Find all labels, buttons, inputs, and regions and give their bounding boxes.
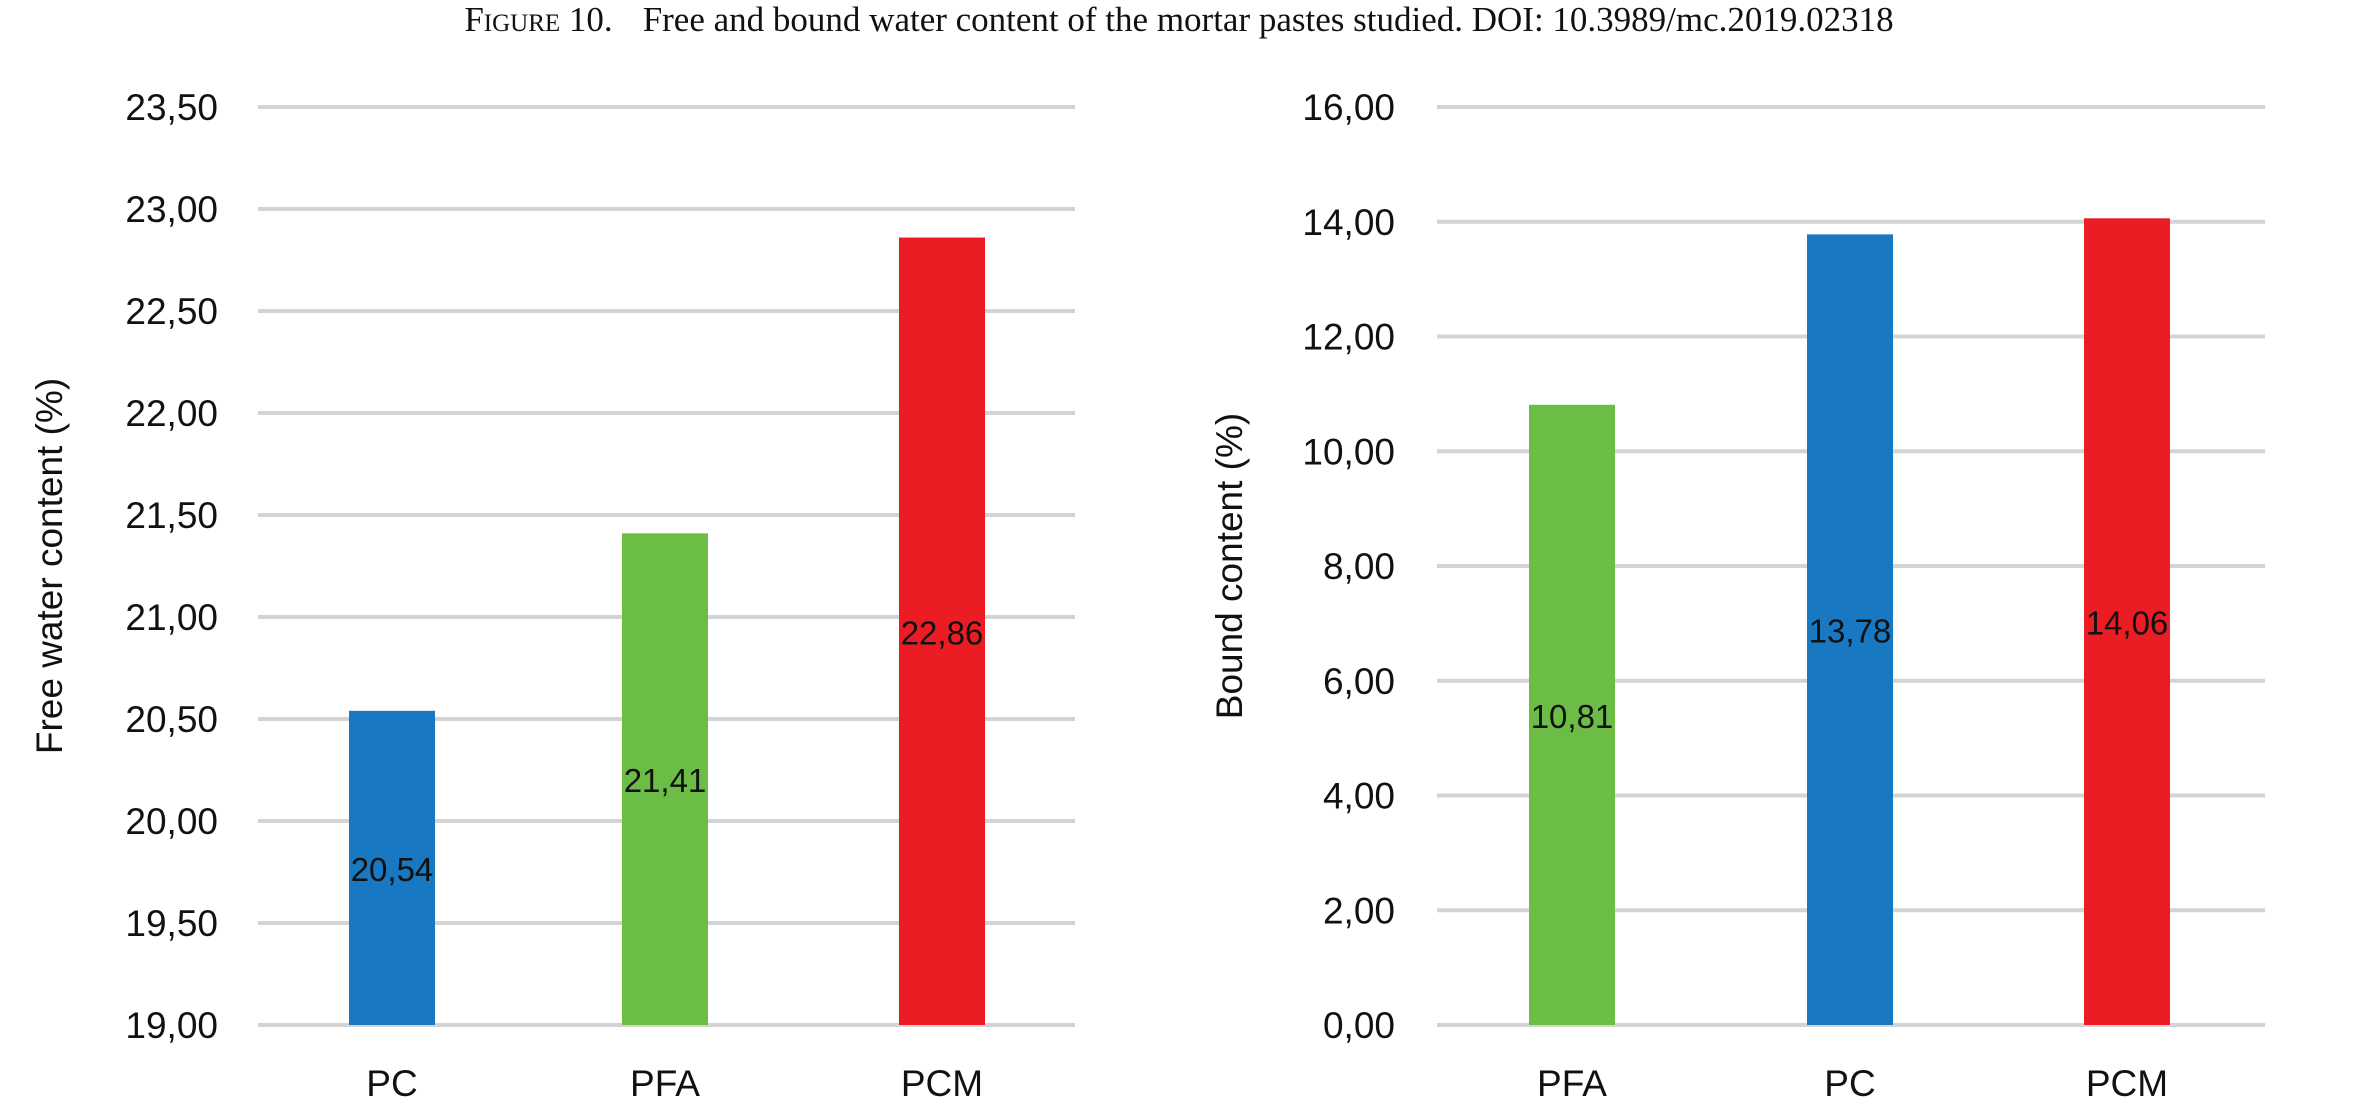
data-label: 20,54	[351, 851, 434, 888]
figure-caption: Figure 10. Free and bound water content o…	[0, 0, 2358, 40]
data-label: 22,86	[901, 614, 984, 651]
data-label: 21,41	[624, 762, 707, 799]
y-tick-label: 2,00	[1323, 890, 1395, 931]
y-tick-label: 20,00	[125, 801, 218, 842]
bar-pc	[349, 710, 435, 1025]
x-tick-label: PC	[1824, 1063, 1875, 1104]
bar-pc	[1807, 234, 1893, 1025]
bar-pcm	[2084, 218, 2170, 1025]
y-tick-label: 22,00	[125, 393, 218, 434]
y-axis-label: Bound content (%)	[1209, 413, 1250, 719]
bar-pfa	[1529, 404, 1615, 1025]
y-tick-label: 6,00	[1323, 661, 1395, 702]
y-tick-label: 8,00	[1323, 546, 1395, 587]
caption-lead: Figure 10.	[464, 0, 613, 39]
data-label: 13,78	[1809, 613, 1892, 650]
data-label: 14,06	[2086, 605, 2169, 642]
y-tick-label: 20,50	[125, 699, 218, 740]
bar-pfa	[622, 533, 708, 1025]
y-tick-label: 14,00	[1302, 202, 1395, 243]
x-tick-label: PFA	[1537, 1063, 1607, 1104]
y-tick-label: 0,00	[1323, 1005, 1395, 1046]
y-axis-label: Free water content (%)	[29, 378, 70, 754]
x-tick-label: PFA	[630, 1063, 700, 1104]
y-tick-label: 23,00	[125, 189, 218, 230]
caption-text: Free and bound water content of the mort…	[642, 0, 1894, 39]
x-tick-label: PCM	[901, 1063, 983, 1104]
y-tick-label: 19,50	[125, 903, 218, 944]
x-tick-label: PCM	[2086, 1063, 2168, 1104]
y-tick-label: 21,50	[125, 495, 218, 536]
y-tick-label: 4,00	[1323, 776, 1395, 817]
y-tick-label: 10,00	[1302, 431, 1395, 472]
free-water-chart: 19,00 19,50 20,00 20,50 21,00 21,50 22,00 22,50…	[29, 87, 1075, 1104]
y-tick-label: 19,00	[125, 1005, 218, 1046]
bar-pcm	[899, 237, 985, 1025]
y-tick-label: 23,50	[125, 87, 218, 128]
y-tick-label: 21,00	[125, 597, 218, 638]
data-label: 10,81	[1531, 698, 1614, 735]
y-tick-label: 22,50	[125, 291, 218, 332]
y-tick-label: 16,00	[1302, 87, 1395, 128]
x-tick-label: PC	[366, 1063, 417, 1104]
bound-content-chart: 0,00 2,00 4,00 6,00 8,00 10,00 12,00 14,00 16,00…	[1209, 87, 2265, 1104]
y-tick-label: 12,00	[1302, 317, 1395, 358]
